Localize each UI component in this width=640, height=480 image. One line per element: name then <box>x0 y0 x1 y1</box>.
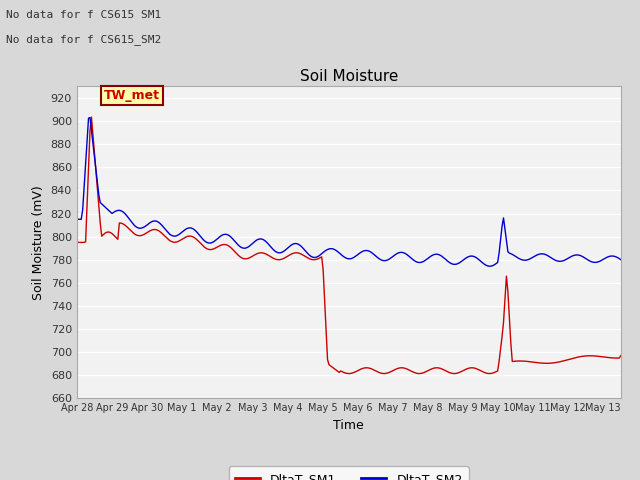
Title: Soil Moisture: Soil Moisture <box>300 69 398 84</box>
Y-axis label: Soil Moisture (mV): Soil Moisture (mV) <box>32 185 45 300</box>
Text: TW_met: TW_met <box>104 89 160 102</box>
Legend: DltaT_SM1, DltaT_SM2: DltaT_SM1, DltaT_SM2 <box>228 467 469 480</box>
X-axis label: Time: Time <box>333 419 364 432</box>
Text: No data for f CS615_SM2: No data for f CS615_SM2 <box>6 34 162 45</box>
Text: No data for f CS615 SM1: No data for f CS615 SM1 <box>6 10 162 20</box>
